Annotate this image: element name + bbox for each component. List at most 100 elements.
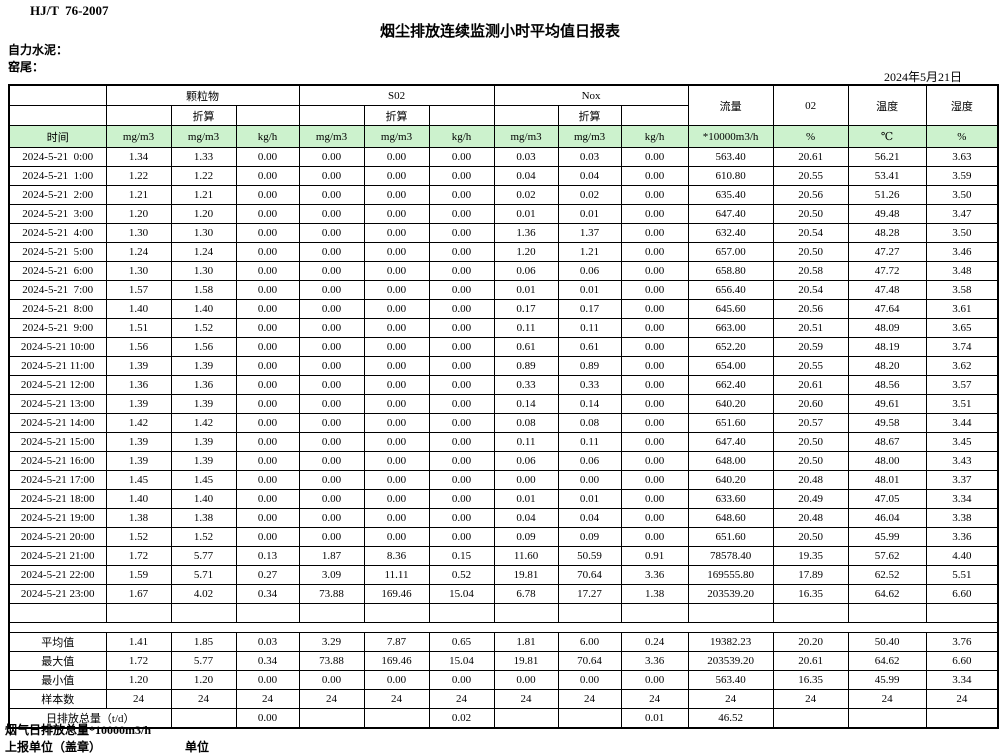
value-cell: 0.00 bbox=[620, 432, 689, 452]
summary-label: 最大值 bbox=[8, 651, 107, 671]
value-cell: 20.60 bbox=[772, 394, 849, 414]
time-cell: 2024-5-21 17:00 bbox=[8, 470, 107, 490]
value-cell: 0.00 bbox=[428, 470, 495, 490]
value-cell: 0.00 bbox=[235, 432, 300, 452]
value-cell: 0.00 bbox=[235, 508, 300, 528]
value-cell: 0.00 bbox=[428, 318, 495, 338]
value-cell: 1.56 bbox=[105, 337, 172, 357]
table-row: 2024-5-21 23:00 1.67 4.02 0.34 73.88 169.46 15… bbox=[8, 584, 999, 604]
value-cell: 4.02 bbox=[170, 584, 237, 604]
summary-value: 24 bbox=[620, 689, 689, 709]
value-cell: 3.63 bbox=[925, 147, 999, 167]
value-cell: 0.00 bbox=[298, 147, 365, 167]
value-cell: 1.56 bbox=[170, 337, 237, 357]
value-cell: 1.21 bbox=[170, 185, 237, 205]
value-cell: 5.71 bbox=[170, 565, 237, 585]
value-cell: 648.60 bbox=[687, 508, 774, 528]
value-cell: 1.22 bbox=[170, 166, 237, 186]
value-cell: 0.00 bbox=[620, 375, 689, 395]
value-cell: 1.24 bbox=[105, 242, 172, 262]
value-cell: 20.51 bbox=[772, 318, 849, 338]
daily-total-value bbox=[772, 708, 849, 729]
value-cell: 51.26 bbox=[847, 185, 927, 205]
value-cell: 20.54 bbox=[772, 280, 849, 300]
table-row: 2024-5-21 21:00 1.72 5.77 0.13 1.87 8.36 0.15 1… bbox=[8, 546, 999, 566]
value-cell: 49.48 bbox=[847, 204, 927, 224]
summary-value: 24 bbox=[557, 689, 622, 709]
value-cell: 48.67 bbox=[847, 432, 927, 452]
value-cell: 0.00 bbox=[235, 223, 300, 243]
value-cell: 0.11 bbox=[557, 432, 622, 452]
value-cell: 0.03 bbox=[557, 147, 622, 167]
value-cell: 0.00 bbox=[298, 489, 365, 509]
time-cell: 2024-5-21 7:00 bbox=[8, 280, 107, 300]
value-cell: 20.50 bbox=[772, 451, 849, 471]
value-cell: 0.61 bbox=[493, 337, 559, 357]
value-cell: 0.00 bbox=[235, 299, 300, 319]
value-cell: 0.00 bbox=[235, 527, 300, 547]
unit-mg: mg/m3 bbox=[363, 125, 430, 148]
value-cell: 1.52 bbox=[105, 527, 172, 547]
value-cell: 0.00 bbox=[620, 508, 689, 528]
unit-percent: % bbox=[772, 125, 849, 148]
unit-percent: % bbox=[925, 125, 999, 148]
value-cell: 20.54 bbox=[772, 223, 849, 243]
value-cell: 640.20 bbox=[687, 470, 774, 490]
value-cell: 647.40 bbox=[687, 204, 774, 224]
value-cell: 6.60 bbox=[925, 584, 999, 604]
value-cell: 15.04 bbox=[428, 584, 495, 604]
time-cell: 2024-5-21 12:00 bbox=[8, 375, 107, 395]
value-cell: 17.27 bbox=[557, 584, 622, 604]
summary-value: 24 bbox=[298, 689, 365, 709]
header-empty bbox=[493, 105, 559, 126]
summary-value: 0.00 bbox=[363, 670, 430, 690]
table-row: 2024-5-21 6:00 1.30 1.30 0.00 0.00 0.00 0.00 0.… bbox=[8, 261, 999, 281]
value-cell: 1.20 bbox=[170, 204, 237, 224]
table-row: 2024-5-21 17:00 1.45 1.45 0.00 0.00 0.00 0.00 0… bbox=[8, 470, 999, 490]
summary-value: 24 bbox=[847, 689, 927, 709]
value-cell: 0.00 bbox=[363, 299, 430, 319]
summary-value: 0.00 bbox=[428, 670, 495, 690]
value-cell: 0.00 bbox=[363, 356, 430, 376]
value-cell: 0.08 bbox=[493, 413, 559, 433]
value-cell: 0.00 bbox=[235, 356, 300, 376]
value-cell: 19.81 bbox=[493, 565, 559, 585]
summary-value: 24 bbox=[170, 689, 237, 709]
value-cell: 0.00 bbox=[298, 299, 365, 319]
value-cell: 0.00 bbox=[298, 470, 365, 490]
header-converted-row: 折算 折算 折算 bbox=[8, 105, 998, 126]
value-cell: 0.00 bbox=[620, 527, 689, 547]
value-cell: 0.00 bbox=[428, 223, 495, 243]
value-cell: 0.13 bbox=[235, 546, 300, 566]
value-cell: 47.72 bbox=[847, 261, 927, 281]
value-cell: 0.11 bbox=[493, 432, 559, 452]
value-cell: 0.00 bbox=[363, 508, 430, 528]
value-cell: 3.74 bbox=[925, 337, 999, 357]
value-cell: 0.00 bbox=[363, 470, 430, 490]
value-cell: 1.40 bbox=[105, 489, 172, 509]
value-cell: 0.89 bbox=[493, 356, 559, 376]
time-cell: 2024-5-21 0:00 bbox=[8, 147, 107, 167]
time-cell: 2024-5-21 21:00 bbox=[8, 546, 107, 566]
value-cell: 47.05 bbox=[847, 489, 927, 509]
value-cell: 0.00 bbox=[363, 185, 430, 205]
value-cell: 3.59 bbox=[925, 166, 999, 186]
daily-total-value bbox=[925, 708, 999, 729]
value-cell: 48.28 bbox=[847, 223, 927, 243]
value-cell: 0.00 bbox=[363, 489, 430, 509]
value-cell: 0.17 bbox=[557, 299, 622, 319]
value-cell: 3.50 bbox=[925, 185, 999, 205]
table-row: 2024-5-21 1:00 1.22 1.22 0.00 0.00 0.00 0.00 0.… bbox=[8, 166, 999, 186]
value-cell: 0.09 bbox=[557, 527, 622, 547]
value-cell: 1.36 bbox=[493, 223, 559, 243]
value-cell: 4.40 bbox=[925, 546, 999, 566]
table-row: 2024-5-21 9:00 1.51 1.52 0.00 0.00 0.00 0.00 0.… bbox=[8, 318, 999, 338]
value-cell: 3.50 bbox=[925, 223, 999, 243]
value-cell: 0.00 bbox=[620, 470, 689, 490]
value-cell: 1.33 bbox=[170, 147, 237, 167]
col-header-pm-converted: 折算 bbox=[170, 105, 237, 126]
table-row: 2024-5-21 5:00 1.24 1.24 0.00 0.00 0.00 0.00 1.… bbox=[8, 242, 999, 262]
table-row: 2024-5-21 22:00 1.59 5.71 0.27 3.09 11.11 0.52… bbox=[8, 565, 999, 585]
table-row: 2024-5-21 13:00 1.39 1.39 0.00 0.00 0.00 0.00 0… bbox=[8, 394, 999, 414]
summary-value: 0.24 bbox=[620, 632, 689, 652]
